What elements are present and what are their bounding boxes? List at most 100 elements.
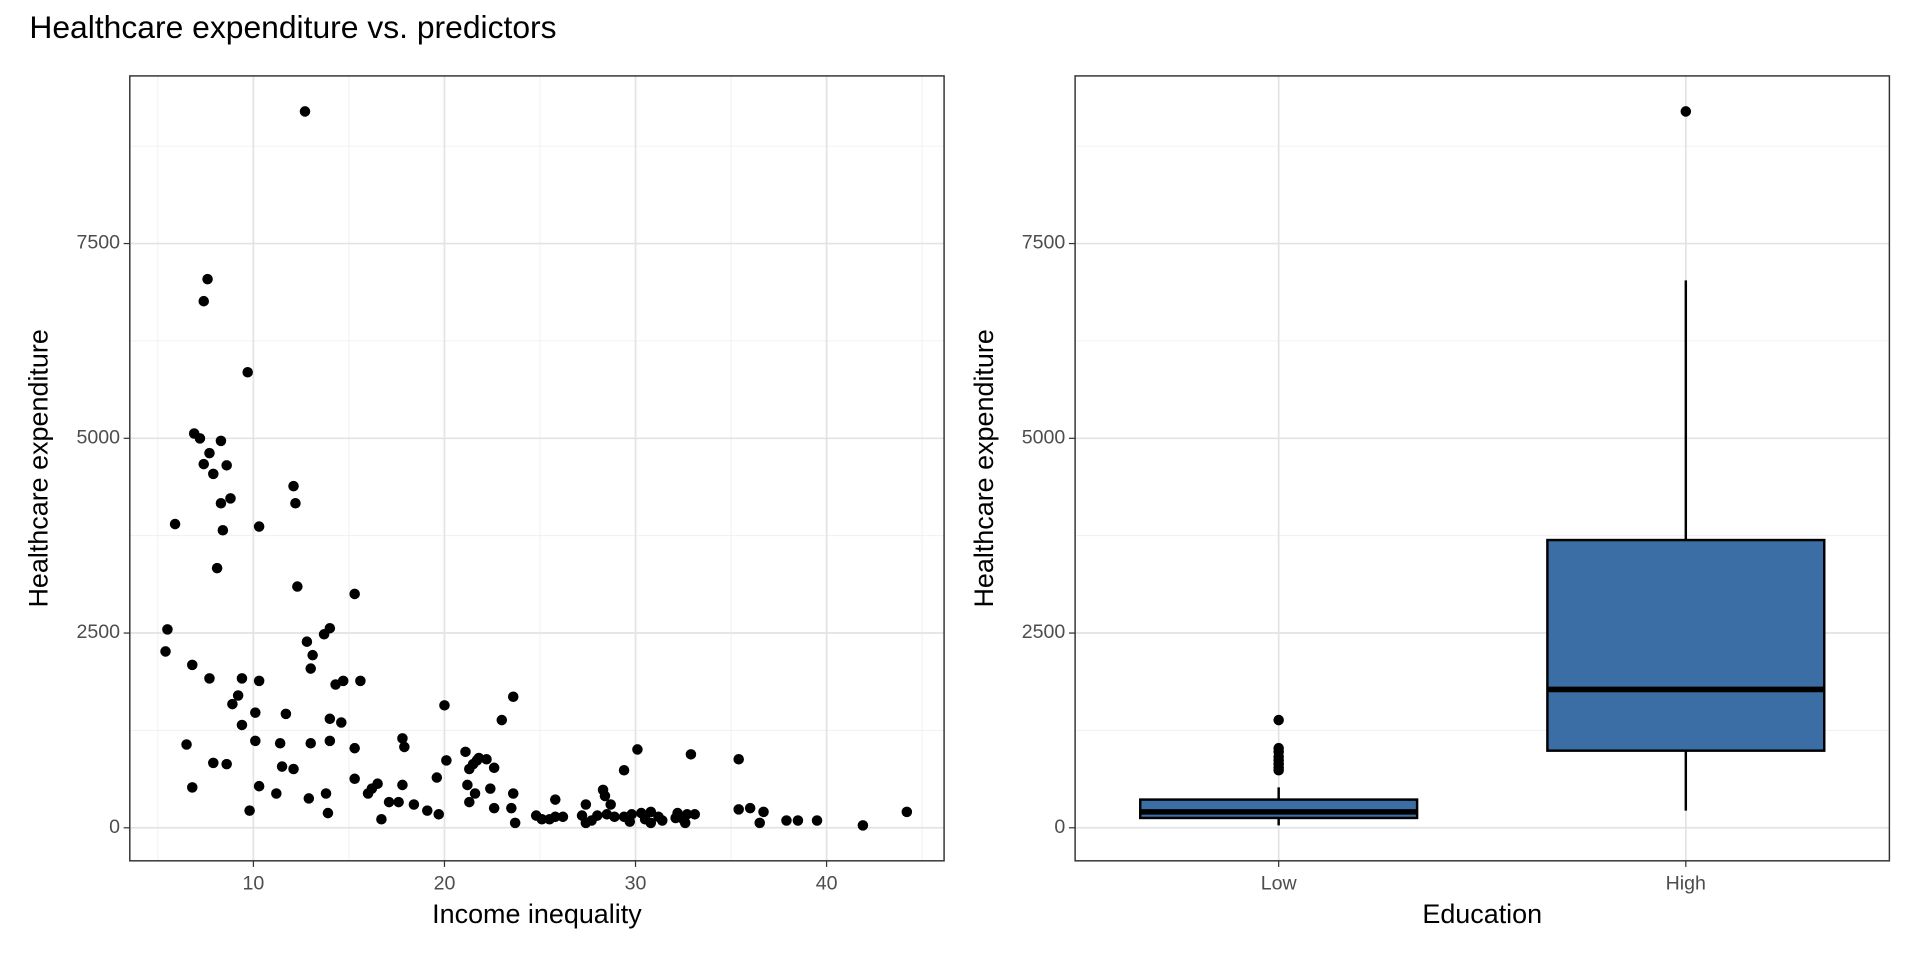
point [393, 796, 404, 808]
point [324, 735, 336, 747]
point [632, 744, 643, 755]
y-tick-label: 2500 [1022, 621, 1066, 643]
point [592, 810, 603, 821]
point [645, 817, 657, 829]
point [320, 788, 332, 799]
point [204, 447, 215, 459]
point [202, 273, 213, 285]
point [758, 806, 769, 818]
point [221, 758, 232, 770]
point [253, 780, 265, 792]
point [198, 295, 210, 307]
y-tick-label: 0 [1054, 816, 1065, 838]
point [481, 753, 492, 765]
point [857, 820, 869, 831]
point [271, 788, 282, 799]
point [376, 813, 387, 825]
y-tick-label: 5000 [1022, 426, 1066, 448]
point [689, 809, 701, 820]
x-tick-label: 10 [243, 872, 265, 894]
point [305, 663, 316, 674]
point [336, 717, 347, 728]
point [744, 802, 756, 814]
point [399, 741, 410, 753]
point [507, 691, 519, 703]
point [431, 772, 443, 783]
y-axis-label: Healthcare expenditure [24, 329, 54, 607]
point [337, 675, 349, 687]
point [439, 700, 450, 711]
point [397, 733, 408, 744]
outlier [1273, 714, 1284, 726]
point [754, 817, 765, 829]
point [187, 782, 198, 793]
point [679, 817, 691, 829]
point [250, 735, 261, 747]
point [162, 624, 173, 635]
point [292, 581, 303, 592]
point [280, 708, 292, 720]
point [536, 813, 548, 825]
x-tick-label: High [1666, 872, 1706, 894]
point [645, 806, 657, 818]
point [301, 636, 313, 647]
point [507, 788, 519, 799]
y-tick-label: 5000 [76, 426, 120, 448]
point [349, 588, 360, 600]
point [198, 458, 210, 470]
point [349, 742, 360, 754]
point [303, 793, 315, 804]
point [781, 815, 792, 826]
point [274, 738, 286, 749]
y-tick-label: 7500 [76, 232, 120, 254]
point [550, 794, 561, 805]
point [464, 796, 475, 808]
point [506, 802, 517, 814]
point [811, 815, 823, 826]
plot-frame [129, 75, 945, 862]
point [383, 796, 395, 808]
point [599, 790, 611, 802]
plot-frame [1074, 75, 1891, 862]
y-tick-label: 2500 [76, 621, 120, 643]
point [469, 788, 481, 799]
outlier [1273, 764, 1284, 776]
point [187, 659, 198, 671]
point [217, 524, 229, 536]
point [460, 746, 471, 758]
y-tick-label: 0 [109, 816, 120, 838]
box [1546, 538, 1826, 752]
point [221, 460, 232, 471]
point [408, 799, 420, 810]
point [194, 433, 206, 444]
point [208, 468, 219, 480]
point [580, 799, 592, 810]
point [322, 807, 334, 819]
point [372, 778, 383, 789]
point [681, 809, 693, 820]
point [349, 773, 360, 785]
point [485, 783, 496, 794]
point [276, 761, 288, 772]
point [462, 779, 473, 791]
point [211, 562, 223, 574]
point [901, 806, 913, 818]
point [609, 811, 620, 823]
point [160, 646, 171, 657]
point [253, 675, 265, 687]
x-tick-label: Low [1261, 872, 1298, 894]
point [215, 498, 227, 509]
x-tick-label: 20 [434, 872, 456, 894]
point [232, 690, 244, 701]
point [488, 802, 500, 814]
x-tick-label: 40 [816, 872, 838, 894]
point [253, 521, 265, 532]
point [488, 762, 500, 774]
x-tick-label: 30 [625, 872, 647, 894]
point [227, 698, 238, 710]
point [733, 753, 744, 765]
point [550, 811, 561, 823]
point [557, 811, 569, 823]
